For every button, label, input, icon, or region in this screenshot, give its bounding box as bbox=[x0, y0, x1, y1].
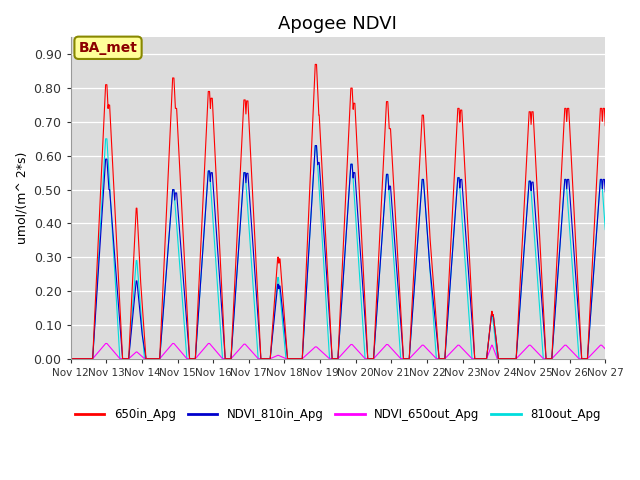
Legend: 650in_Apg, NDVI_810in_Apg, NDVI_650out_Apg, 810out_Apg: 650in_Apg, NDVI_810in_Apg, NDVI_650out_A… bbox=[70, 403, 605, 426]
Y-axis label: umol/(m^ 2*s): umol/(m^ 2*s) bbox=[15, 152, 28, 244]
Text: BA_met: BA_met bbox=[79, 41, 138, 55]
Title: Apogee NDVI: Apogee NDVI bbox=[278, 15, 397, 33]
